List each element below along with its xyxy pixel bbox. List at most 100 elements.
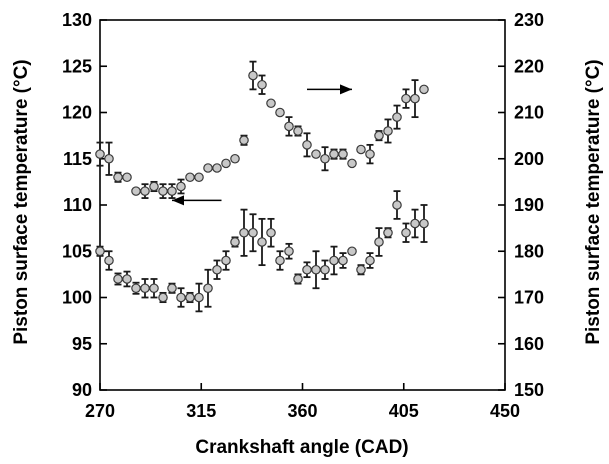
left-tick-label: 120 bbox=[62, 103, 92, 123]
x-axis-title: Crankshaft angle (CAD) bbox=[195, 437, 408, 458]
right-series-point bbox=[230, 153, 240, 164]
right-series-point bbox=[338, 149, 348, 159]
right-axis-ticks: 150 160 170 180 190 200 210 220 230 bbox=[498, 10, 544, 400]
left-series-point bbox=[347, 246, 357, 257]
x-tick-label: 405 bbox=[389, 401, 419, 421]
left-series-point bbox=[338, 255, 348, 266]
x-axis-ticks: 270 315 360 405 450 bbox=[85, 383, 520, 421]
left-series-point bbox=[104, 255, 114, 266]
right-series-point bbox=[95, 149, 105, 159]
left-series-point bbox=[410, 218, 420, 229]
right-series-point bbox=[248, 70, 258, 81]
right-series-point bbox=[266, 98, 276, 109]
left-series-point bbox=[365, 255, 375, 266]
left-series-point bbox=[392, 200, 402, 210]
left-series-point bbox=[221, 255, 231, 266]
left-series-point bbox=[122, 274, 132, 284]
series-left-axis bbox=[95, 190, 429, 313]
right-series-point bbox=[149, 181, 159, 192]
right-series-point bbox=[212, 163, 222, 173]
left-series-point bbox=[302, 264, 312, 275]
left-series-point bbox=[131, 283, 141, 294]
left-tick-label: 105 bbox=[62, 241, 92, 261]
right-series-point bbox=[392, 112, 402, 122]
right-series-point bbox=[374, 130, 384, 141]
left-series-point bbox=[113, 274, 123, 284]
x-tick-label: 270 bbox=[85, 401, 115, 421]
right-series-point bbox=[239, 135, 249, 146]
left-series-point bbox=[266, 227, 276, 238]
right-series-point bbox=[221, 158, 231, 169]
right-series-point bbox=[311, 149, 321, 159]
right-series-point bbox=[320, 153, 330, 164]
left-series-point bbox=[293, 274, 303, 284]
right-tick-label: 230 bbox=[514, 10, 544, 30]
right-series-point bbox=[104, 153, 114, 164]
left-series-point bbox=[356, 264, 366, 275]
left-series-point bbox=[239, 227, 249, 238]
right-tick-label: 190 bbox=[514, 195, 544, 215]
right-series-point bbox=[194, 172, 204, 183]
right-series-point bbox=[257, 79, 267, 90]
right-tick-label: 180 bbox=[514, 241, 544, 261]
y-axis-title-left: Piston surface temperature (°C) bbox=[11, 59, 32, 344]
right-series-point bbox=[401, 93, 411, 104]
left-series-point bbox=[401, 227, 411, 238]
left-series-point bbox=[320, 264, 330, 275]
right-series-point bbox=[356, 144, 366, 155]
left-series-point bbox=[203, 283, 213, 294]
arrow-right-head bbox=[340, 84, 352, 95]
left-series-point bbox=[140, 283, 150, 294]
left-series-point bbox=[230, 237, 240, 247]
left-series-point bbox=[383, 227, 393, 238]
right-series-point bbox=[329, 149, 339, 159]
left-series-point bbox=[149, 283, 159, 294]
right-series-point bbox=[158, 186, 168, 196]
right-series-point bbox=[383, 126, 393, 136]
left-series-point bbox=[212, 264, 222, 275]
left-series-point bbox=[311, 264, 321, 275]
annotation-arrows bbox=[172, 84, 352, 206]
left-series-point bbox=[374, 237, 384, 247]
left-tick-label: 95 bbox=[72, 334, 92, 354]
left-tick-label: 110 bbox=[63, 195, 92, 215]
left-tick-label: 130 bbox=[62, 10, 92, 30]
right-series-point bbox=[140, 186, 150, 196]
plot-frame bbox=[99, 19, 506, 391]
left-axis-ticks: 90 95 100 105 110 115 120 125 130 bbox=[62, 10, 107, 400]
right-series-point bbox=[284, 121, 294, 132]
right-series-point bbox=[293, 126, 303, 136]
x-tick-label: 450 bbox=[490, 401, 520, 421]
y-axis-title-right: Piston surface temperature (°C) bbox=[583, 59, 604, 344]
left-series-point bbox=[284, 246, 294, 257]
left-tick-label: 125 bbox=[62, 56, 92, 76]
left-tick-label: 115 bbox=[63, 149, 92, 169]
right-series-point bbox=[419, 84, 429, 95]
right-series-point bbox=[365, 149, 375, 159]
left-series-point bbox=[419, 218, 429, 229]
x-tick-label: 360 bbox=[287, 401, 317, 421]
left-tick-label: 90 bbox=[72, 380, 92, 400]
left-series-point bbox=[248, 227, 258, 238]
plot-area-border bbox=[99, 19, 506, 391]
right-tick-label: 220 bbox=[514, 56, 544, 76]
left-series-point bbox=[185, 292, 195, 303]
right-tick-label: 150 bbox=[514, 380, 544, 400]
right-series-point bbox=[167, 186, 177, 196]
right-series-point bbox=[176, 181, 186, 192]
left-series-point bbox=[158, 292, 168, 303]
right-series-point bbox=[122, 172, 132, 183]
left-series-point bbox=[275, 255, 285, 266]
left-series-point bbox=[176, 292, 186, 303]
arrow-left-head bbox=[172, 195, 184, 206]
right-series-point bbox=[131, 186, 141, 196]
left-series-point bbox=[167, 283, 177, 294]
right-tick-label: 200 bbox=[514, 149, 544, 169]
right-series-point bbox=[347, 158, 357, 169]
right-series-point bbox=[113, 172, 123, 183]
x-tick-label: 315 bbox=[186, 401, 216, 421]
right-series-point bbox=[302, 140, 312, 150]
left-series-point bbox=[257, 237, 267, 247]
left-series-point bbox=[194, 292, 204, 303]
